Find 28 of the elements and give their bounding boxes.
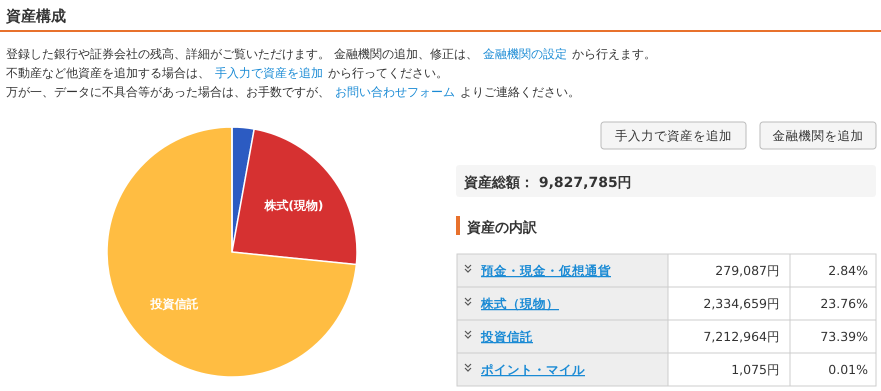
text: 1,075円 bbox=[731, 362, 780, 377]
text: 預金・現金・仮想通貨 bbox=[480, 263, 611, 278]
text: 株式（現物） bbox=[480, 296, 559, 311]
text: 2,334,659円 bbox=[703, 296, 780, 311]
text: 万が一、データに不具合等があった場合は、お手数ですが、 bbox=[6, 85, 330, 99]
text: 金融機関の設定 bbox=[482, 47, 567, 61]
text: 不動産など他資産を追加する場合は、 bbox=[6, 66, 210, 80]
button: 手入力で資産を追加 bbox=[600, 122, 746, 150]
text: 73.39% bbox=[820, 329, 868, 344]
text: お問い合わせフォーム bbox=[335, 85, 455, 99]
text: 資産の内訳 bbox=[466, 219, 538, 236]
slice-label: 株式(現物) bbox=[263, 198, 324, 212]
text: 登録した銀行や証券会社の残高、詳細がご覧いただけます。 金融機関の追加、修正は、 bbox=[6, 47, 478, 61]
text: から行えます。 bbox=[572, 47, 656, 61]
slice-label: 投資信託 bbox=[150, 296, 199, 311]
button: 金融機関を追加 bbox=[760, 122, 876, 150]
text: 7,212,964円 bbox=[703, 329, 780, 344]
text: 2.84% bbox=[828, 263, 868, 278]
text: 0.01% bbox=[828, 362, 868, 377]
text: 投資信託 bbox=[480, 329, 533, 344]
text: から行ってください。 bbox=[328, 66, 448, 80]
text: 手入力で資産を追加 bbox=[215, 66, 323, 80]
text: 資産総額： 9,827,785円 bbox=[463, 174, 632, 191]
text: よりご連絡ください。 bbox=[460, 85, 580, 99]
chart-title: 資産構成 bbox=[5, 7, 66, 25]
text: ポイント・マイル bbox=[480, 362, 586, 377]
text: 23.76% bbox=[820, 296, 868, 311]
text: 279,087円 bbox=[715, 263, 780, 278]
